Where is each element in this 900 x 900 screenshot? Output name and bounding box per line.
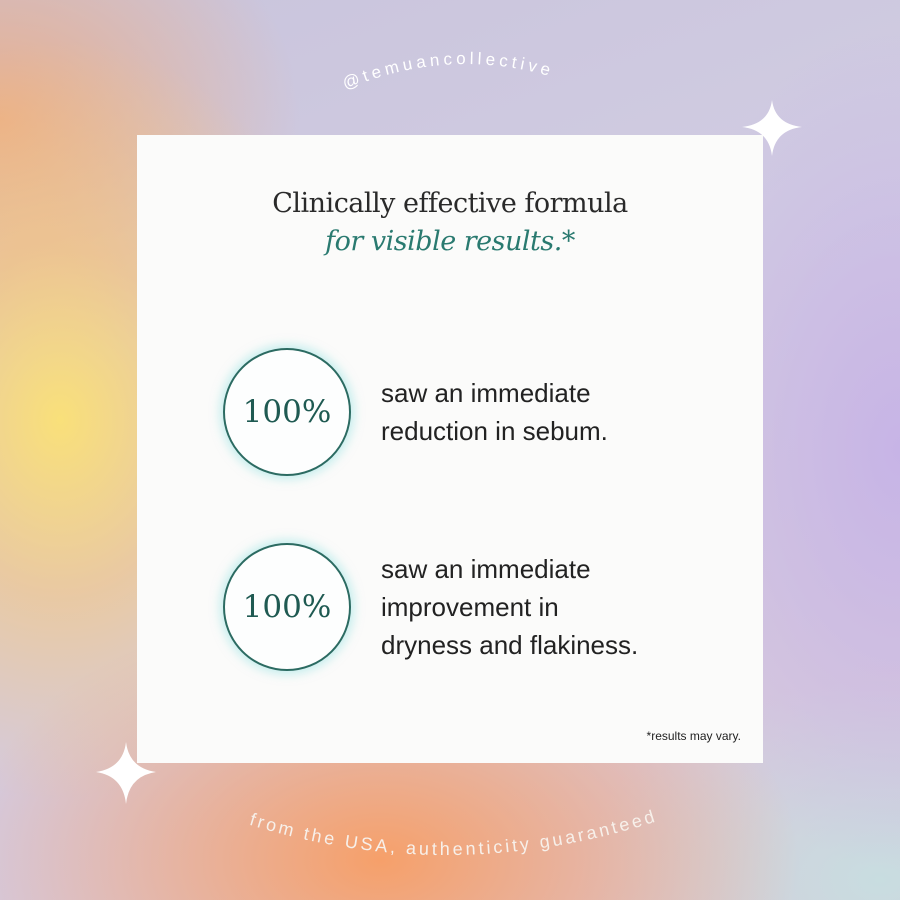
footer-text: from the USA, authenticity guaranteed — [248, 806, 660, 860]
title-line1: Clinically effective formula — [272, 188, 628, 219]
stat-value-badge: 100% — [223, 348, 351, 476]
stat-line: dryness and flakiness. — [381, 630, 639, 660]
handle-text: @temuancollective — [340, 49, 557, 93]
card-title: Clinically effective formula for visible… — [137, 185, 763, 261]
stat-line: saw an immediate — [381, 378, 591, 408]
stat-line: reduction in sebum. — [381, 416, 608, 446]
stat-description: saw an immediate improvement in dryness … — [381, 550, 638, 664]
stat-line: saw an immediate — [381, 554, 591, 584]
sparkle-icon — [96, 742, 156, 804]
stat-value-badge: 100% — [223, 543, 351, 671]
title-line2: for visible results.* — [325, 226, 575, 257]
info-card: Clinically effective formula for visible… — [137, 135, 763, 763]
disclaimer: *results may vary. — [646, 729, 741, 743]
stat-description: saw an immediate reduction in sebum. — [381, 374, 608, 450]
stat-item: 100% saw an immediate improvement in dry… — [223, 543, 638, 671]
sparkle-icon — [742, 100, 802, 156]
stat-line: improvement in — [381, 592, 559, 622]
stat-item: 100% saw an immediate reduction in sebum… — [223, 348, 608, 476]
